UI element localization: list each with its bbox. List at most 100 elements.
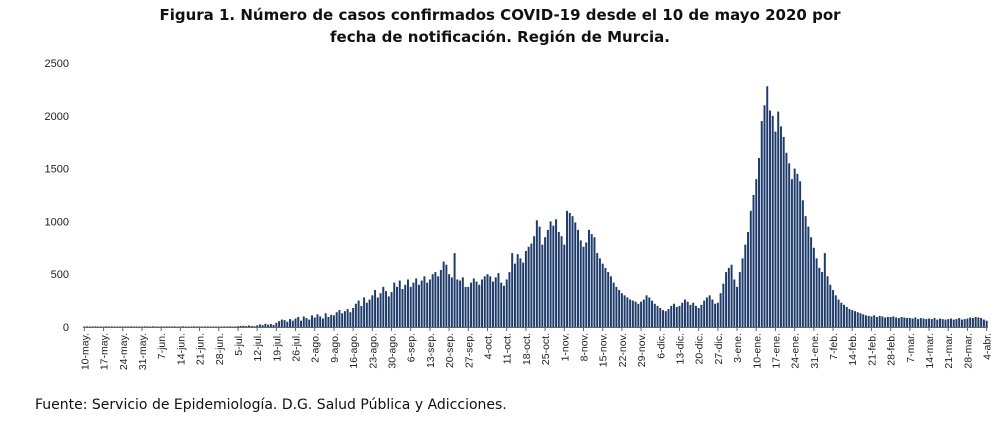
bar (481, 279, 484, 327)
bar (546, 229, 549, 327)
bar (856, 312, 859, 327)
bar (212, 326, 215, 328)
x-tick-label: 31-may. (137, 333, 149, 370)
bar (574, 222, 577, 327)
bar (810, 237, 813, 327)
bar (280, 319, 283, 327)
bar (577, 229, 579, 327)
bar (206, 326, 209, 327)
bar (884, 317, 887, 327)
bar (670, 305, 673, 327)
bar (960, 319, 963, 327)
bar (140, 326, 143, 328)
bar (714, 303, 717, 327)
bar (324, 313, 327, 327)
bar (593, 237, 596, 327)
bar (782, 136, 785, 327)
bar (300, 320, 303, 327)
bar (102, 326, 105, 328)
bar (217, 326, 220, 328)
x-tick-label: 16-ago. (348, 333, 360, 369)
bar (544, 237, 547, 327)
bar (656, 305, 659, 327)
bar (771, 115, 774, 327)
bar (162, 326, 165, 328)
bar (289, 319, 292, 327)
bar (332, 315, 335, 327)
bar (985, 320, 988, 327)
bar (854, 311, 856, 327)
x-tick-label: 22-nov. (617, 333, 629, 367)
bar (963, 319, 966, 327)
bar (579, 240, 582, 327)
bar (242, 325, 245, 327)
x-tick-label: 10-may. (79, 333, 91, 370)
bar (683, 299, 686, 327)
bar (267, 324, 270, 327)
bar (448, 274, 451, 327)
bar (390, 292, 393, 327)
bar (601, 263, 604, 327)
bar (736, 286, 739, 327)
bar (198, 326, 201, 327)
bar (275, 322, 278, 327)
bar (623, 295, 626, 327)
bar (845, 306, 848, 327)
bar (173, 326, 176, 327)
bar (398, 280, 401, 327)
bar (453, 253, 456, 327)
bar (952, 319, 955, 327)
x-tick-label: 20-dic. (694, 333, 706, 365)
bar (933, 318, 936, 327)
bar (511, 253, 514, 327)
bar (368, 299, 371, 327)
bar (505, 279, 508, 327)
bar (590, 234, 593, 327)
bar (708, 295, 711, 327)
x-tick-label: 7-feb. (828, 333, 840, 360)
bar (919, 318, 922, 327)
bar (121, 326, 124, 327)
bar (176, 326, 179, 328)
bar (113, 326, 116, 328)
bar (209, 326, 212, 328)
bar (582, 246, 585, 327)
bar (949, 318, 952, 327)
bar (689, 304, 692, 327)
bar (947, 319, 950, 327)
x-tick-label: 14-feb. (847, 333, 859, 366)
bar (434, 272, 437, 327)
bar (105, 326, 108, 327)
x-tick-label: 20-sep. (444, 333, 456, 368)
x-tick-label: 24-ene. (790, 333, 802, 369)
bar (607, 272, 610, 327)
bar (478, 284, 481, 327)
x-tick-label: 28-jun. (214, 333, 226, 365)
bar (768, 110, 771, 328)
bar (269, 324, 272, 327)
bar (223, 326, 226, 327)
chart-title-line-1: Figura 1. Número de casos confirmados CO… (159, 6, 841, 24)
bar (563, 244, 566, 327)
bar (475, 281, 478, 327)
bar (571, 216, 574, 327)
bar (319, 316, 322, 327)
bar (552, 225, 555, 327)
bar (634, 301, 637, 327)
chart-title: Figura 1. Número de casos confirmados CO… (0, 4, 1000, 48)
bar (620, 293, 623, 327)
bar (911, 318, 914, 327)
bar (535, 220, 538, 327)
bar (513, 263, 516, 327)
bar (642, 299, 645, 327)
bar (651, 300, 654, 327)
bar (971, 318, 974, 327)
bar (760, 121, 763, 327)
bar (417, 284, 420, 327)
bar (864, 315, 867, 327)
bar (733, 279, 736, 327)
x-tick-label: 10-ene. (751, 333, 763, 369)
bar (97, 326, 100, 328)
bar (807, 226, 810, 327)
bar (840, 302, 843, 327)
